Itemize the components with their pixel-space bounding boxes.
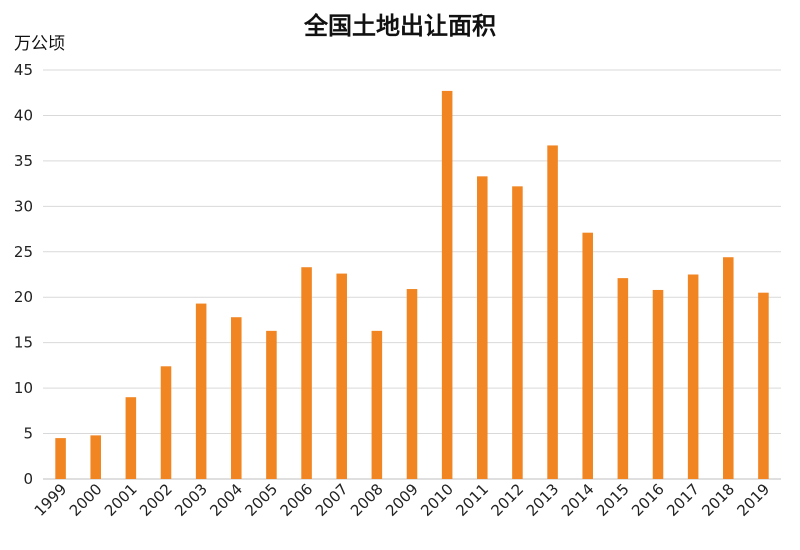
bar-1999	[55, 438, 66, 479]
bar-2016	[652, 289, 664, 479]
chart-title: 全国土地出让面积	[303, 12, 496, 40]
y-tick-label: 30	[14, 197, 33, 215]
x-tick-label: 2017	[663, 480, 703, 520]
y-tick-label: 5	[23, 425, 33, 443]
y-tick-label: 10	[14, 379, 33, 397]
x-tick-label: 1999	[31, 480, 71, 520]
bar-2017	[687, 274, 699, 479]
x-tick-label: 2018	[698, 480, 738, 520]
y-tick-label: 35	[14, 152, 33, 170]
x-tick-label: 2003	[171, 480, 211, 520]
y-tick-label: 25	[14, 243, 33, 261]
bar-2007	[336, 273, 347, 479]
y-tick-label: 15	[14, 334, 33, 352]
bar-2015	[617, 278, 629, 479]
y-axis-ticks: 0 5 10 15 20 25 30 35 40 45	[14, 61, 33, 488]
x-tick-label: 2008	[347, 480, 387, 520]
bar-2011	[477, 176, 488, 479]
x-axis-ticks: 1999200020012002200320042005200620072008…	[31, 480, 774, 520]
bar-2014	[582, 232, 593, 479]
x-tick-label: 2014	[558, 480, 598, 520]
x-tick-label: 2012	[488, 480, 528, 520]
bar-2002	[160, 366, 172, 479]
x-tick-label: 2010	[417, 480, 457, 520]
y-axis-unit-label: 万公顷	[14, 34, 65, 54]
x-tick-label: 2005	[242, 480, 282, 520]
x-tick-label: 2004	[206, 480, 246, 520]
bar-2012	[512, 186, 523, 480]
bar-2001	[125, 397, 137, 479]
bar-2008	[371, 330, 383, 479]
bar-2013	[547, 145, 558, 479]
x-tick-label: 2015	[593, 480, 633, 520]
y-tick-label: 45	[14, 61, 33, 79]
x-tick-label: 2011	[452, 480, 492, 520]
x-tick-label: 2019	[734, 480, 774, 520]
bars	[55, 90, 769, 480]
y-tick-label: 40	[14, 106, 33, 124]
x-tick-label: 2002	[136, 480, 176, 520]
x-tick-label: 2007	[312, 480, 352, 520]
bar-2000	[90, 435, 101, 479]
bar-2006	[301, 267, 312, 479]
y-tick-label: 20	[14, 288, 33, 306]
bar-2018	[723, 257, 734, 479]
bar-2010	[441, 90, 453, 479]
bar-2004	[231, 317, 242, 479]
y-tick-label: 0	[23, 470, 33, 488]
bar-2005	[266, 330, 277, 479]
x-tick-label: 2001	[101, 480, 141, 520]
x-tick-label: 2009	[382, 480, 422, 520]
x-tick-label: 2016	[628, 480, 668, 520]
bar-2003	[195, 303, 207, 479]
bar-2009	[406, 289, 418, 479]
bar-2019	[758, 292, 769, 479]
x-tick-label: 2006	[277, 480, 317, 520]
x-tick-label: 2013	[523, 480, 563, 520]
x-tick-label: 2000	[66, 480, 106, 520]
